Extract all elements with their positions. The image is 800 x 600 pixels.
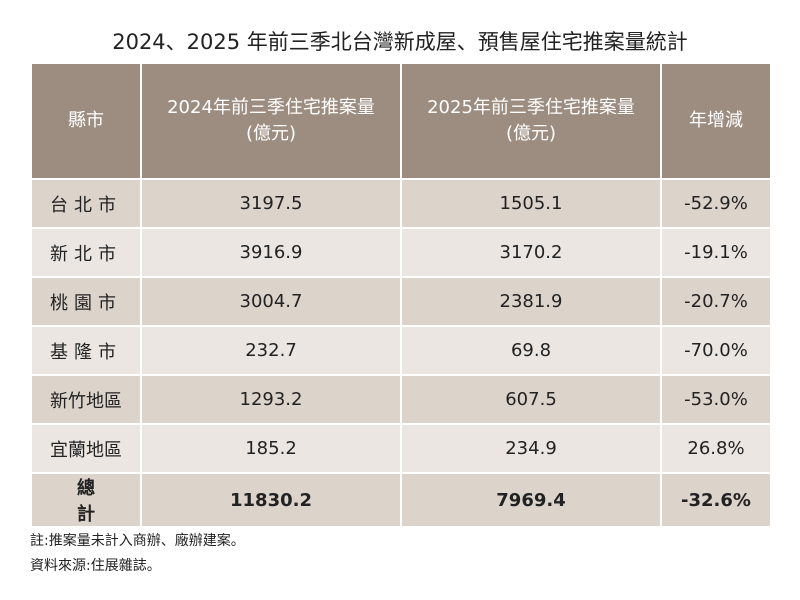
value-cell: -19.1% — [660, 227, 772, 278]
note: 註:推案量未計入商辦、廠辦建案。 — [30, 533, 245, 549]
region-cell: 總計 — [30, 472, 142, 528]
value-cell: -70.0% — [660, 325, 772, 376]
value-cell: 185.2 — [140, 423, 402, 474]
table-row: 台北市 3197.5 1505.1 -52.9% — [30, 178, 772, 229]
header-line: 2024年前三季住宅推案量 — [167, 97, 375, 118]
region-cell: 新北市 — [30, 227, 142, 278]
value-cell: -32.6% — [660, 472, 772, 528]
value-cell: 3170.2 — [400, 227, 662, 278]
header-line: (億元) — [245, 123, 297, 144]
value-cell: 1293.2 — [140, 374, 402, 425]
value-cell: 3197.5 — [140, 178, 402, 229]
header-line: (億元) — [505, 123, 557, 144]
value-cell: 26.8% — [660, 423, 772, 474]
header-cell: 2025年前三季住宅推案量 (億元) — [400, 62, 662, 180]
region-cell: 基隆市 — [30, 325, 142, 376]
table-row: 基隆市 232.7 69.8 -70.0% — [30, 325, 772, 376]
note: 資料來源:住展雜誌。 — [30, 558, 161, 574]
table-row: 新竹地區 1293.2 607.5 -53.0% — [30, 374, 772, 425]
header-cell: 縣市 — [30, 62, 142, 180]
value-cell: 607.5 — [400, 374, 662, 425]
table-row: 桃園市 3004.7 2381.9 -20.7% — [30, 276, 772, 327]
table-row: 總計 11830.2 7969.4 -32.6% — [30, 472, 772, 528]
data-table: 縣市 2024年前三季住宅推案量 (億元) 2025年前三季住宅推案量 (億元) 年增減 … — [30, 62, 772, 528]
table-row: 新北市 3916.9 3170.2 -19.1% — [30, 227, 772, 278]
value-cell: 3916.9 — [140, 227, 402, 278]
value-cell: -52.9% — [660, 178, 772, 229]
region-cell: 新竹地區 — [30, 374, 142, 425]
region-cell: 台北市 — [30, 178, 142, 229]
header-cell: 2024年前三季住宅推案量 (億元) — [140, 62, 402, 180]
table-row: 宜蘭地區 185.2 234.9 26.8% — [30, 423, 772, 474]
value-cell: 1505.1 — [400, 178, 662, 229]
header-line: 年增減 — [689, 110, 743, 131]
header-line: 2025年前三季住宅推案量 — [427, 97, 635, 118]
header-row: 縣市 2024年前三季住宅推案量 (億元) 2025年前三季住宅推案量 (億元) 年增減 — [30, 62, 772, 180]
header-cell: 年增減 — [660, 62, 772, 180]
value-cell: 69.8 — [400, 325, 662, 376]
value-cell: 2381.9 — [400, 276, 662, 327]
value-cell: -53.0% — [660, 374, 772, 425]
region-cell: 宜蘭地區 — [30, 423, 142, 474]
value-cell: 232.7 — [140, 325, 402, 376]
value-cell: 7969.4 — [400, 472, 662, 528]
value-cell: 234.9 — [400, 423, 662, 474]
title: 2024、2025 年前三季北台灣新成屋、預售屋住宅推案量統計 — [112, 30, 688, 54]
value-cell: 3004.7 — [140, 276, 402, 327]
header-line: 縣市 — [68, 110, 104, 131]
region-cell: 桃園市 — [30, 276, 142, 327]
value-cell: 11830.2 — [140, 472, 402, 528]
value-cell: -20.7% — [660, 276, 772, 327]
